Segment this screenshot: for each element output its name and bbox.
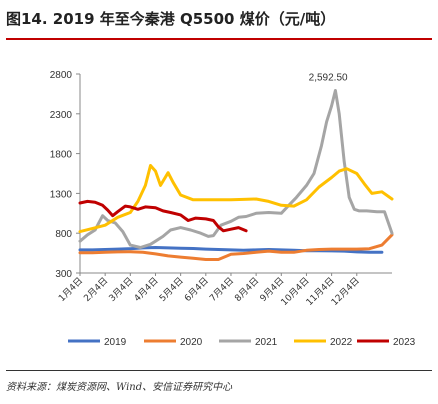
legend-label-2020: 2020 [180,337,203,348]
title-divider [6,38,432,40]
y-tick-label: 300 [55,269,72,280]
y-tick-label: 2300 [50,110,73,121]
y-tick-label: 800 [55,229,72,240]
x-tick-label: 6月4日 [182,275,211,304]
x-tick-label: 3月4日 [107,275,136,304]
x-tick-label: 8月4日 [233,275,262,304]
x-tick-label: 12月4日 [329,275,362,308]
y-tick-label: 2800 [50,70,73,81]
chart-series: 2,592.50 [78,73,394,261]
y-tick-label: 1800 [50,150,73,161]
legend-label-2019: 2019 [104,337,127,348]
y-tick-label: 1300 [50,189,73,200]
series-line-2020 [78,233,394,261]
x-tick-label: 7月4日 [207,275,236,304]
legend-label-2021: 2021 [255,337,278,348]
x-tick-label: 2月4日 [82,275,111,304]
series-line-2022 [78,164,394,234]
series-line-2019 [78,246,384,254]
chart-title: 图14. 2019 年至今秦港 Q5500 煤价（元/吨） [6,10,336,28]
chart-legend: 2019 2020 2021 2022 2023 [68,337,416,348]
x-tick-label: 5月4日 [157,275,186,304]
x-tick-label: 4月4日 [132,275,161,304]
series-line-2023 [78,199,248,233]
chart-axes: 30080013001800230028001月4日2月4日3月4日4月4日5月… [50,70,392,308]
legend-label-2022: 2022 [330,337,353,348]
source-divider [6,370,432,371]
source-note: 资料来源：煤炭资源网、Wind、安信证券研究中心 [6,382,233,393]
series-line-2021 [78,89,394,249]
peak-annotation: 2,592.50 [309,73,348,84]
line-chart: 30080013001800230028001月4日2月4日3月4日4月4日5月… [50,70,416,348]
legend-label-2023: 2023 [393,337,416,348]
